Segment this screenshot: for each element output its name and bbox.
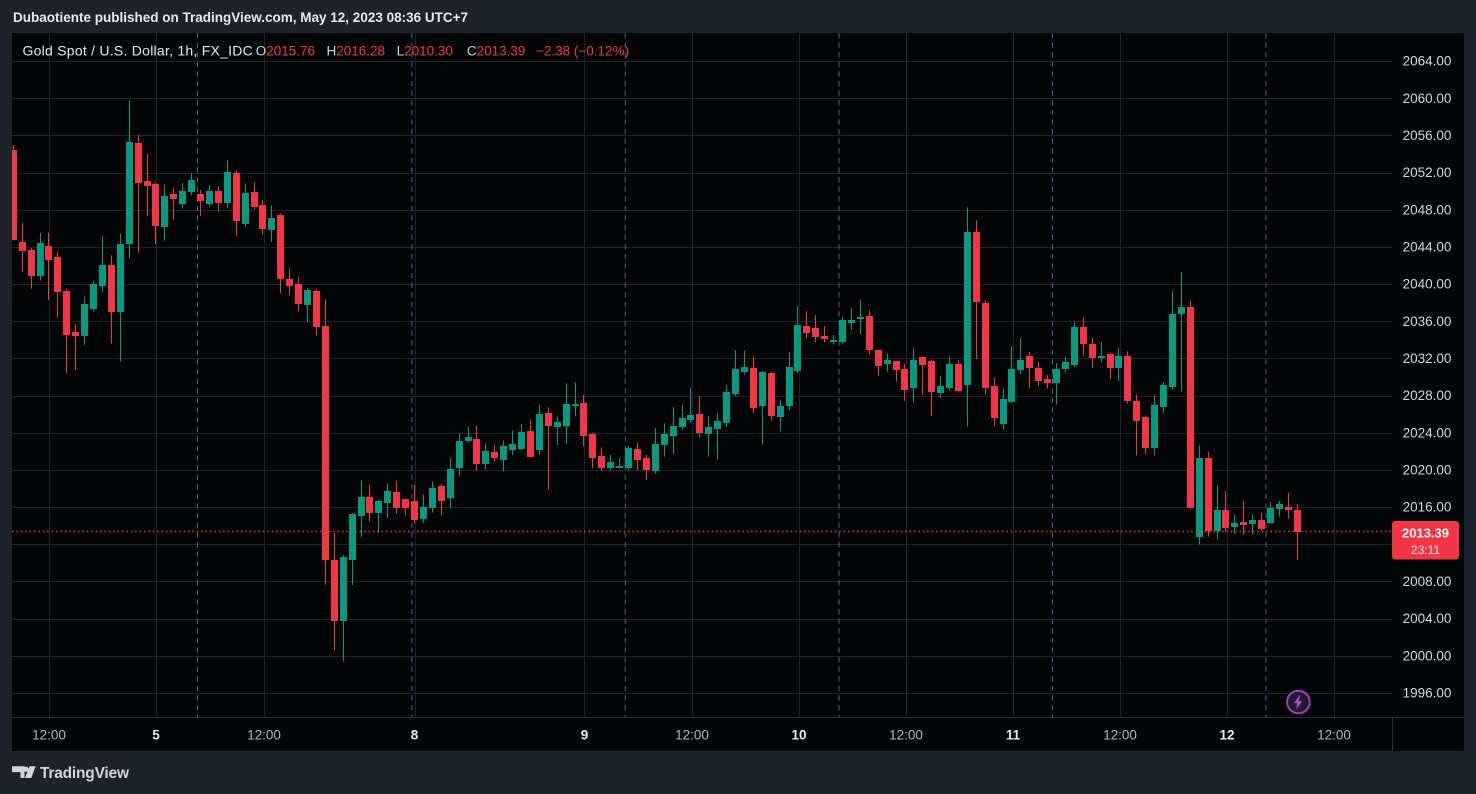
svg-text:2004.00: 2004.00 — [1403, 611, 1452, 626]
svg-text:2000.00: 2000.00 — [1403, 648, 1452, 663]
svg-text:10: 10 — [791, 728, 806, 743]
svg-text:2040.00: 2040.00 — [1403, 277, 1452, 292]
svg-text:2036.00: 2036.00 — [1403, 314, 1452, 329]
svg-text:2064.00: 2064.00 — [1403, 54, 1452, 69]
svg-text:2024.00: 2024.00 — [1403, 425, 1452, 440]
svg-text:12:00: 12:00 — [1103, 728, 1137, 743]
svg-text:9: 9 — [581, 728, 589, 743]
svg-text:2013.39: 2013.39 — [1402, 526, 1449, 541]
svg-text:12: 12 — [1219, 728, 1234, 743]
svg-text:2028.00: 2028.00 — [1403, 388, 1452, 403]
svg-text:2044.00: 2044.00 — [1403, 240, 1452, 255]
svg-text:2052.00: 2052.00 — [1403, 165, 1452, 180]
svg-text:Gold Spot / U.S. Dollar, 1h, F: Gold Spot / U.S. Dollar, 1h, FX_IDC — [23, 43, 254, 59]
svg-text:23:11: 23:11 — [1411, 543, 1440, 557]
svg-text:8: 8 — [411, 728, 419, 743]
svg-text:2008.00: 2008.00 — [1403, 574, 1452, 589]
svg-text:12:00: 12:00 — [889, 728, 923, 743]
svg-text:2020.00: 2020.00 — [1403, 463, 1452, 478]
svg-text:11: 11 — [1006, 728, 1021, 743]
svg-text:12:00: 12:00 — [247, 728, 281, 743]
svg-text:12:00: 12:00 — [675, 728, 709, 743]
svg-text:2032.00: 2032.00 — [1403, 351, 1452, 366]
svg-text:2048.00: 2048.00 — [1403, 202, 1452, 217]
svg-text:2016.00: 2016.00 — [1403, 500, 1452, 515]
svg-text:1996.00: 1996.00 — [1403, 686, 1452, 701]
svg-text:5: 5 — [152, 728, 160, 743]
svg-text:12:00: 12:00 — [1317, 728, 1351, 743]
svg-text:2060.00: 2060.00 — [1403, 91, 1452, 106]
svg-text:12:00: 12:00 — [32, 728, 66, 743]
svg-text:2056.00: 2056.00 — [1403, 128, 1452, 143]
